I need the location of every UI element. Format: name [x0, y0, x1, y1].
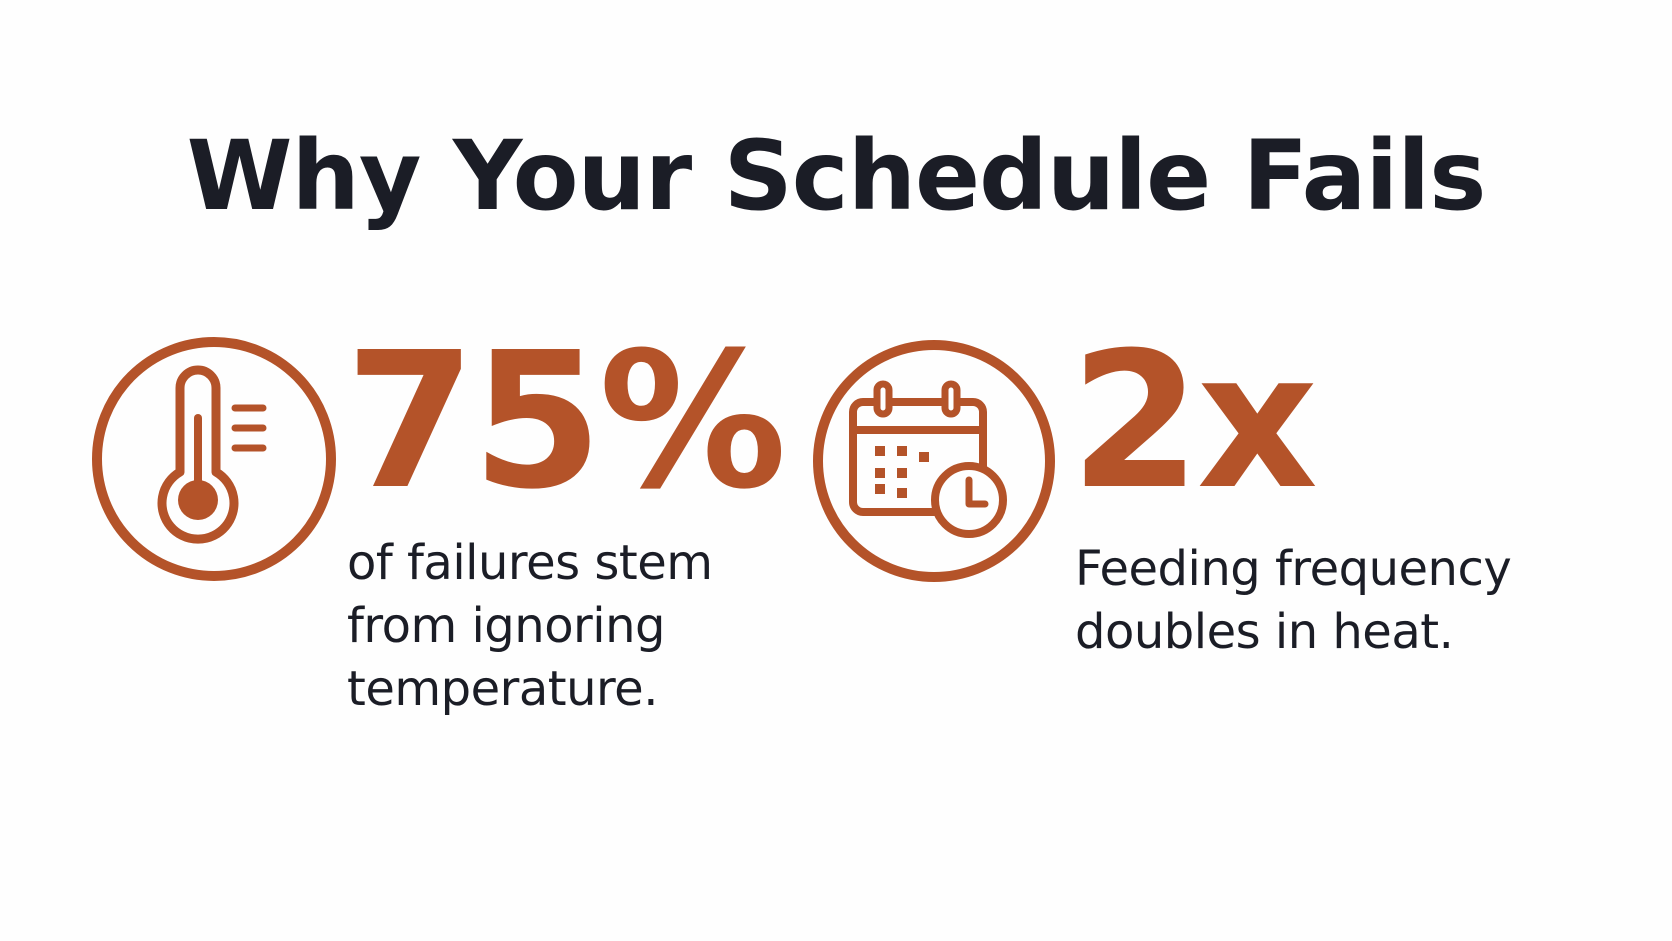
- stat-value-frequency: 2x: [1070, 312, 1318, 531]
- stat-description-failures: of failures stem from ignoring temperatu…: [347, 532, 713, 721]
- stat-description-line: temperature.: [347, 661, 658, 717]
- stat-description-line: from ignoring: [347, 598, 666, 654]
- thermometer-icon: [85, 330, 343, 588]
- page-title: Why Your Schedule Fails: [186, 120, 1487, 232]
- stat-description-line: doubles in heat.: [1075, 604, 1454, 660]
- stat-description-line: Feeding frequency: [1075, 541, 1512, 597]
- calendar-clock-icon: [805, 332, 1063, 590]
- stat-description-line: of failures stem: [347, 535, 713, 591]
- stat-description-frequency: Feeding frequency doubles in heat.: [1075, 538, 1512, 664]
- stat-value-failures: 75%: [345, 312, 787, 531]
